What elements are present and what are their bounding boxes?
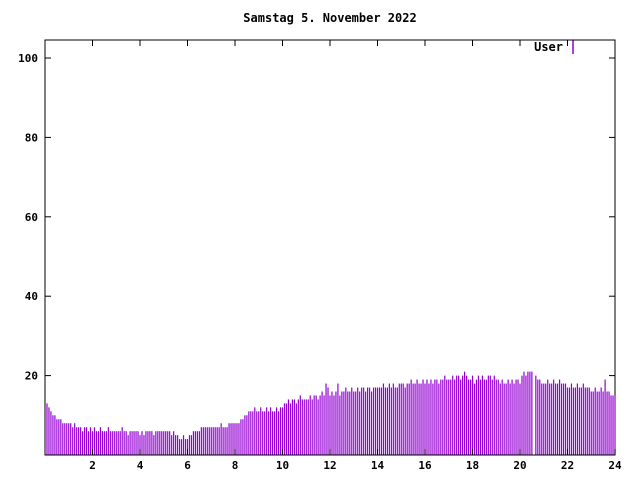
x-tick-label: 6 [184, 459, 191, 472]
y-tick-label: 80 [25, 131, 38, 144]
x-tick-label: 24 [608, 459, 622, 472]
bars-group [46, 371, 616, 455]
x-tick-label: 2 [89, 459, 96, 472]
y-tick-label: 40 [25, 290, 38, 303]
x-tick-label: 20 [513, 459, 526, 472]
x-tick-label: 8 [232, 459, 239, 472]
x-tick-label: 12 [323, 459, 336, 472]
x-tick-label: 4 [137, 459, 144, 472]
x-tick-label: 10 [276, 459, 289, 472]
y-tick-label: 100 [18, 52, 38, 65]
x-tick-label: 16 [418, 459, 432, 472]
x-tick-label: 18 [466, 459, 479, 472]
legend-label: User [534, 40, 563, 54]
axis-ticks [45, 40, 616, 455]
x-tick-label: 22 [561, 459, 574, 472]
chart-title: Samstag 5. November 2022 [243, 11, 416, 25]
y-tick-label: 60 [25, 211, 38, 224]
y-tick-label: 20 [25, 370, 38, 383]
x-tick-label: 14 [371, 459, 385, 472]
